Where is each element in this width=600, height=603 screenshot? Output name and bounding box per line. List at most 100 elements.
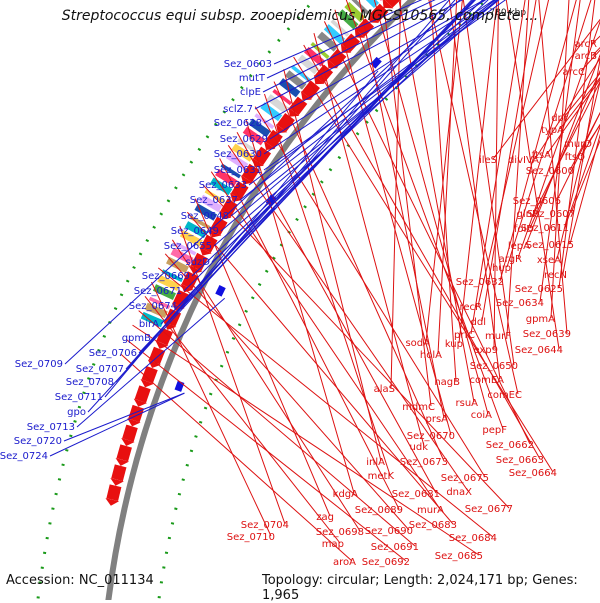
reverse-gene-label: Sez_0639	[523, 329, 571, 340]
reverse-gene-label: Sez_0670	[407, 431, 455, 442]
reverse-gene-label: Sez_0683	[409, 520, 457, 531]
reverse-gene-label: kdgA	[333, 489, 358, 500]
forward-gene-label: Sez_0631	[214, 165, 262, 176]
reverse-gene-label: metK	[368, 471, 395, 482]
reverse-gene-label: Sez_0692	[362, 557, 410, 568]
forward-gene-label: Sez_0603	[224, 59, 272, 70]
reverse-gene-label: murF	[485, 331, 511, 342]
accession-text: Accession: NC_011134	[6, 573, 154, 588]
forward-gene-label: Sez_0724	[0, 451, 48, 462]
reverse-gene-label: prsA	[425, 414, 448, 425]
forward-gene-label: Sez_0709	[15, 359, 63, 370]
reverse-gene-label: Sez_0606	[513, 196, 561, 207]
forward-gene-label: Sez_0628	[214, 118, 262, 129]
forward-gene-label: sclZ.7	[223, 104, 253, 115]
map-title: Streptococcus equi subsp. zooepidemicus …	[0, 8, 600, 24]
reverse-gene-label: Sez_0662	[486, 440, 534, 451]
forward-gene-label: Sez_0671	[134, 286, 182, 297]
reverse-gene-arrow	[140, 387, 145, 401]
reverse-gene-label: udk	[410, 442, 429, 453]
reverse-gene-arrow	[134, 407, 138, 421]
forward-gene-label: Sez_0720	[14, 436, 62, 447]
forward-gene-label: Sez_0706	[89, 348, 137, 359]
reverse-gene-label: rsuA	[456, 398, 479, 409]
forward-gene-label: Sez_0707	[76, 364, 124, 375]
reverse-gene-label: Sez_0663	[496, 455, 544, 466]
reverse-gene-label: Sez_0698	[316, 527, 364, 538]
topology-text: Topology: circular; Length: 2,024,171 bp…	[262, 573, 600, 603]
reverse-gene-label: inlA	[366, 457, 385, 468]
forward-gene-label: Sez_0633	[199, 180, 247, 191]
reverse-gene-label: kup	[445, 339, 463, 350]
reverse-gene-label: exp9	[473, 345, 498, 356]
reverse-gene-label: Sez_0710	[227, 532, 275, 543]
reverse-gene-label: Sez_0600	[526, 166, 574, 177]
forward-gene-label: Sez_0637	[190, 195, 238, 206]
reverse-gene-label: typA	[541, 125, 564, 136]
reverse-gene-label: Sez_0673	[400, 457, 448, 468]
forward-gene-arrow	[218, 287, 222, 296]
reverse-gene-label: Sez_0634	[496, 298, 544, 309]
reverse-gene-label: ileS	[479, 155, 497, 166]
reverse-gene-label: Sez_0625	[515, 284, 563, 295]
forward-gene-label: Sez_0713	[27, 422, 75, 433]
reverse-gene-label: Sez_0615	[526, 240, 574, 251]
feature-block	[332, 31, 337, 36]
reverse-gene-label: dpr	[551, 113, 569, 124]
reverse-gene-label: Sez_0690	[365, 526, 413, 537]
reverse-gene-label: recR	[460, 302, 483, 313]
reverse-label-leader	[145, 296, 340, 543]
forward-gene-label: Sez_0630	[214, 149, 262, 160]
reverse-gene-label: arcC	[563, 67, 586, 78]
reverse-gene-label: arcB	[575, 51, 598, 62]
forward-gene-label: Sez_0711	[55, 392, 103, 403]
reverse-gene-label: Sez_0644	[515, 345, 563, 356]
reverse-gene-label: pepF	[482, 425, 507, 436]
reverse-gene-label: Sez_0689	[355, 505, 403, 516]
forward-gene-label: clpE	[240, 87, 261, 98]
reverse-gene-arrow	[122, 446, 126, 460]
reverse-label-leader	[459, 0, 513, 343]
reverse-gene-label: Sez_0684	[449, 533, 497, 544]
reverse-gene-label: Sez_0677	[465, 504, 513, 515]
reverse-gene-label: gpmA	[526, 314, 555, 325]
feature-block	[293, 77, 298, 83]
feature-block	[306, 62, 311, 68]
reverse-gene-label: murA	[417, 505, 444, 516]
forward-gene-label: Sez_0648	[181, 211, 229, 222]
reverse-gene-label: Sez_0607	[527, 209, 575, 220]
reverse-gene-label: Sez_0611	[521, 223, 569, 234]
reverse-gene-label: comEA	[469, 375, 504, 386]
reverse-gene-label: divIVA	[508, 155, 539, 166]
reverse-gene-arrow	[128, 426, 132, 440]
forward-gene-label: gpo	[67, 407, 86, 418]
reverse-gene-label: murD	[564, 139, 592, 150]
reverse-gene-label: ftsQ	[565, 152, 585, 163]
reverse-gene-label: map	[322, 539, 344, 550]
forward-gene-label: gpmB	[122, 333, 151, 344]
forward-label-leader	[88, 208, 275, 412]
reverse-gene-arrow	[162, 330, 167, 343]
reverse-gene-label: aroA	[333, 557, 356, 568]
forward-gene-label: mutT	[239, 73, 266, 84]
reverse-gene-label: Sez_0632	[456, 277, 504, 288]
forward-gene-label: birA	[139, 319, 159, 330]
reverse-gene-label: recN	[544, 270, 567, 281]
feature-block	[275, 101, 279, 107]
forward-gene-label: Sez_0669	[142, 271, 190, 282]
reverse-gene-label: alaS	[374, 384, 395, 395]
reverse-gene-label: dnaX	[446, 487, 472, 498]
reverse-gene-label: arcR	[575, 39, 598, 50]
reverse-gene-label: coiA	[471, 410, 492, 421]
forward-gene-label: Sez_0674	[129, 301, 177, 312]
forward-gene-label: Sez_0655	[164, 241, 212, 252]
forward-gene-arrow	[178, 382, 181, 391]
forward-gene-label: Sez_0708	[66, 377, 114, 388]
reverse-label-leader	[195, 199, 330, 516]
reverse-gene-label: xseA	[537, 255, 561, 266]
reverse-label-leader	[571, 0, 600, 213]
reverse-gene-label: Sez_0650	[470, 361, 518, 372]
reverse-label-leader	[565, 0, 600, 227]
